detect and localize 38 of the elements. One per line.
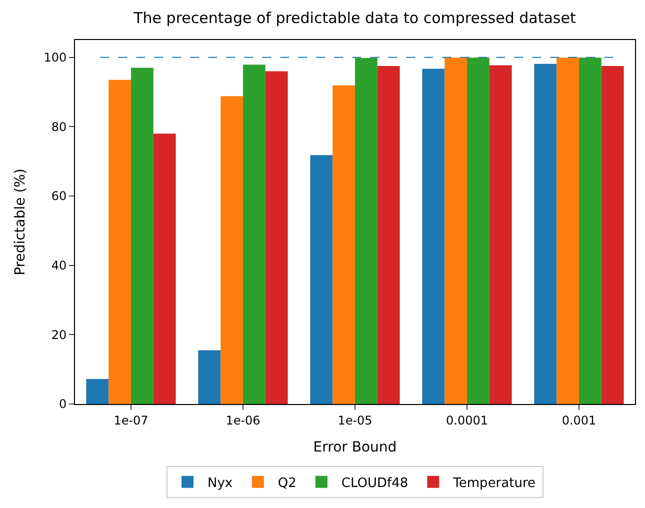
x-tick-label: 1e-05 <box>338 413 372 428</box>
y-tick-label: 20 <box>51 328 67 342</box>
bar <box>377 66 400 404</box>
bar <box>601 66 624 404</box>
legend-label: Q2 <box>278 476 296 491</box>
y-tick-label: 80 <box>51 120 67 134</box>
bar <box>579 58 602 404</box>
bar <box>131 68 154 404</box>
x-axis-title: Error Bound <box>313 440 397 456</box>
bar <box>467 58 490 404</box>
x-tick-label: 1e-06 <box>226 413 260 428</box>
x-tick-label: 0.001 <box>562 413 596 428</box>
y-tick-label: 60 <box>51 189 67 204</box>
bar <box>489 65 512 404</box>
y-tick-label: 0 <box>58 397 67 412</box>
bar <box>310 155 333 404</box>
bar <box>534 64 557 404</box>
bar <box>355 58 378 404</box>
bar <box>220 96 243 404</box>
y-tick-label: 40 <box>51 258 67 273</box>
x-tick-label: 0.0001 <box>446 413 488 428</box>
chart-title: The precentage of predictable data to compressed dataset <box>132 9 576 28</box>
bar <box>153 134 176 404</box>
legend-label: Nyx <box>208 476 233 491</box>
bar <box>444 58 467 404</box>
bar <box>86 379 109 404</box>
bar <box>422 68 445 404</box>
bar <box>556 58 579 404</box>
bar <box>265 71 288 404</box>
bar <box>198 350 221 404</box>
legend-label: Temperature <box>452 476 536 491</box>
bar <box>243 64 266 404</box>
bar <box>108 80 131 404</box>
y-axis-title: Predictable (%) <box>12 168 28 276</box>
bar <box>332 85 355 404</box>
y-tick-label: 100 <box>44 50 67 65</box>
x-tick-label: 1e-07 <box>114 413 148 428</box>
legend-label: CLOUDf48 <box>341 476 408 491</box>
